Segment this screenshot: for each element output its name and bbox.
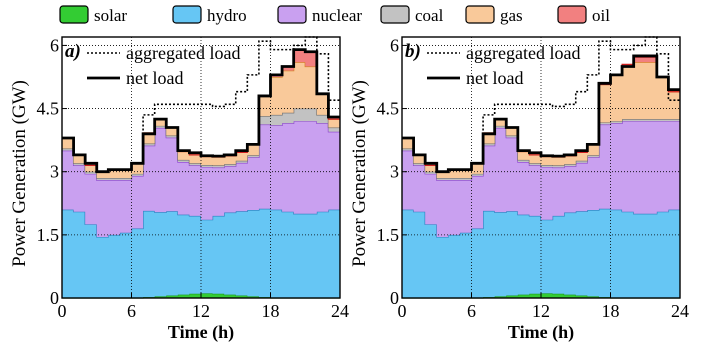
y-tick-label: 3 xyxy=(50,162,59,182)
line-aggregated-load xyxy=(62,36,340,173)
line-aggregated-load xyxy=(402,36,680,173)
panel-a: 0 6 12 18 24 0 1.5 3 4.5 6 Time (h) Power Generatio… xyxy=(9,35,349,343)
legend-label-gas: gas xyxy=(500,6,523,25)
legend-label-coal: coal xyxy=(415,6,444,25)
x-tick-label: 0 xyxy=(58,301,67,321)
legend: solar hydro nuclear coal gas oil xyxy=(59,5,610,25)
x-axis-label: Time (h) xyxy=(168,322,234,343)
y-axis-label: Power Generation (GW) xyxy=(349,80,370,267)
x-tick-label: 24 xyxy=(331,301,349,321)
legend-label-net-load: net load xyxy=(466,68,523,88)
legend-label-aggregated-load: aggregated load xyxy=(126,43,240,63)
x-tick-label: 0 xyxy=(398,301,407,321)
y-tick-label: 0 xyxy=(390,288,399,308)
y-tick-label: 0 xyxy=(50,288,59,308)
legend-swatch-oil xyxy=(557,5,587,24)
line-net-load xyxy=(62,48,340,174)
y-tick-label: 1.5 xyxy=(37,225,60,245)
y-tick-label: 3 xyxy=(390,162,399,182)
legend-swatch-hydro xyxy=(172,5,202,24)
x-tick-label: 18 xyxy=(602,301,620,321)
legend-label-hydro: hydro xyxy=(207,6,247,25)
panel-label: b) xyxy=(405,41,421,62)
x-tick-label: 24 xyxy=(671,301,689,321)
x-tick-label: 6 xyxy=(127,301,136,321)
legend-label-nuclear: nuclear xyxy=(312,6,362,25)
x-tick-label: 18 xyxy=(262,301,280,321)
legend-swatch-coal xyxy=(380,5,410,24)
y-tick-label: 6 xyxy=(50,35,59,55)
y-axis-label: Power Generation (GW) xyxy=(9,80,30,267)
legend-label-oil: oil xyxy=(592,6,610,25)
y-tick-label: 4.5 xyxy=(37,99,60,119)
y-tick-label: 4.5 xyxy=(377,99,400,119)
legend-swatch-solar xyxy=(59,5,89,24)
legend-label-net-load: net load xyxy=(126,68,183,88)
x-tick-label: 6 xyxy=(467,301,476,321)
x-tick-label: 12 xyxy=(532,301,550,321)
area-coal xyxy=(62,108,340,181)
x-axis-label: Time (h) xyxy=(508,322,574,343)
legend-swatch-gas xyxy=(465,5,495,24)
y-tick-label: 6 xyxy=(390,35,399,55)
area-oil xyxy=(62,49,340,172)
legend-label-solar: solar xyxy=(94,6,127,25)
x-tick-label: 12 xyxy=(192,301,210,321)
legend-label-aggregated-load: aggregated load xyxy=(466,43,580,63)
panel-b: 0 6 12 18 24 0 1.5 3 4.5 6 Time (h) Power Generatio… xyxy=(349,35,689,343)
panel-label: a) xyxy=(65,41,81,62)
y-tick-label: 1.5 xyxy=(377,225,400,245)
legend-swatch-nuclear xyxy=(277,5,307,24)
